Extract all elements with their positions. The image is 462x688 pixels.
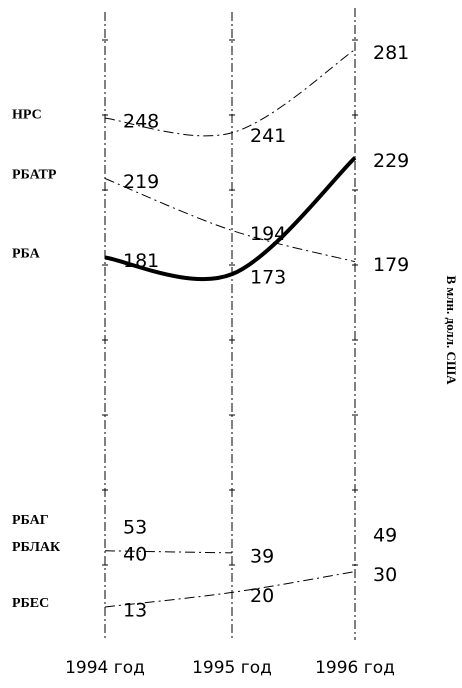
data-label: 49 xyxy=(373,525,397,547)
series-line xyxy=(104,156,357,281)
data-label: 40 xyxy=(123,543,147,565)
data-label: 20 xyxy=(250,585,274,607)
series-name: РБАТР xyxy=(12,168,57,183)
series-line xyxy=(104,571,356,608)
series-name: РБЛАК xyxy=(12,540,61,555)
series-line xyxy=(104,550,233,554)
data-label: 219 xyxy=(123,171,159,193)
y-axis-label: В млн. долл. США xyxy=(444,275,459,385)
series-name: НРС xyxy=(12,107,42,122)
data-label: 229 xyxy=(373,150,409,172)
data-label: 281 xyxy=(373,42,409,64)
x-tick-label: 1996 год xyxy=(315,658,395,678)
data-label: 30 xyxy=(373,564,397,586)
series-name: РБЕС xyxy=(12,596,49,611)
x-tick-label: 1994 год xyxy=(65,658,145,678)
data-label: 13 xyxy=(123,599,147,621)
data-label: 39 xyxy=(250,545,274,567)
series-line xyxy=(104,178,356,263)
data-label: 194 xyxy=(250,223,286,245)
data-label: 173 xyxy=(250,267,286,289)
series-line xyxy=(104,49,356,137)
x-tick-label: 1995 год xyxy=(192,658,272,678)
data-label: 241 xyxy=(250,125,286,147)
series-name: РБА xyxy=(12,247,41,262)
series-name: РБАГ xyxy=(12,513,49,528)
data-label: 53 xyxy=(123,516,147,538)
data-label: 179 xyxy=(373,254,409,276)
data-label: 248 xyxy=(123,111,159,133)
